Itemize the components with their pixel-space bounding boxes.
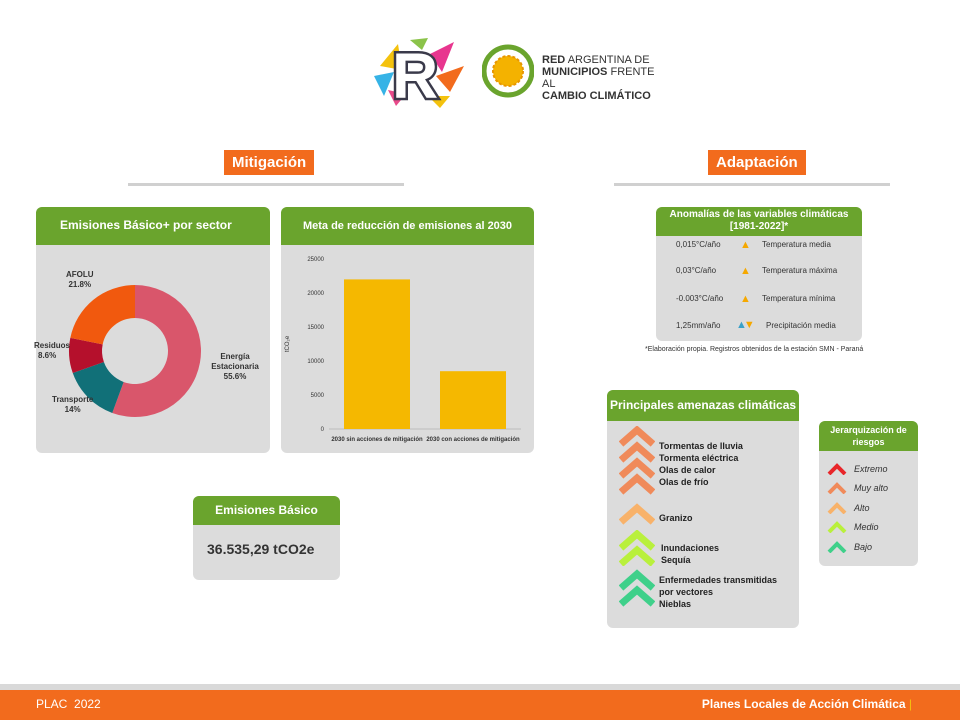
donut-label-residuos: Residuos 8.6% [34, 341, 71, 360]
org-name: RED ARGENTINA DE MUNICIPIOS FRENTE AL CA… [542, 54, 670, 102]
header-logos: R RED ARGENTINA DE MUNICIPIOS FRENTE AL … [370, 36, 670, 108]
bar-y-tick-label: 5000 [311, 393, 325, 399]
risk-chevron-icon [827, 482, 847, 495]
anomalias-row: 1,25mm/año ▲▼ Precipitación media [676, 319, 836, 331]
footer: PLAC 2022 Planes Locales de Acción Climá… [0, 690, 960, 720]
bar-1 [344, 279, 410, 429]
bar-category-label: 2030 sin acciones de mitigación [331, 437, 423, 443]
jerarquia-level-alto: Alto [827, 498, 888, 518]
risk-chevron-icon [827, 462, 847, 475]
section-title-adaptacion: Adaptación [708, 150, 806, 175]
org-name-line2: FRENTE AL [542, 66, 655, 90]
jerarquia-level-bajo: Bajo [827, 537, 888, 557]
bar-2 [440, 371, 506, 429]
amenazas-group-bajo: Enfermedades transmitidas por vectores N… [659, 575, 778, 609]
bar-y-tick-label: 10000 [307, 359, 324, 365]
temperature-up-icon: ▲ [740, 293, 751, 305]
emisiones-basico-card: Emisiones Básico 36.535,29 tCO2e [193, 496, 340, 580]
amenazas-title: Principales amenazas climáticas [607, 390, 799, 421]
risk-medio-icon [619, 530, 655, 566]
temperature-up-icon: ▲ [740, 265, 751, 277]
jerarquia-title: Jerarquización de riesgos [819, 421, 918, 451]
anomalias-row: 0,015°C/año ▲ Temperatura media [676, 239, 831, 251]
bar-card-title: Meta de reducción de emisiones al 2030 [281, 207, 534, 245]
footer-top-rule [0, 684, 960, 690]
donut-label-afolu: AFOLU 21.8% [66, 270, 94, 289]
risk-bajo-icon [619, 569, 655, 607]
donut-slice-residuos [69, 337, 104, 373]
org-name-line1: ARGENTINA DE [567, 54, 650, 66]
amenazas-group-medio: Inundaciones Sequía [661, 543, 720, 565]
divider-adaptacion [614, 183, 890, 186]
donut-slice-transporte [72, 361, 124, 413]
jerarquia-level-medio: Medio [827, 518, 888, 538]
bar-card: Meta de reducción de emisiones al 2030 0… [281, 207, 534, 453]
temperature-up-icon: ▲ [740, 239, 751, 251]
amenazas-group-alto: Granizo [659, 513, 693, 523]
bar-y-tick-label: 25000 [307, 257, 324, 263]
jerarquia-level-muy-alto: Muy alto [827, 479, 888, 499]
jerarquia-level-label: Alto [854, 502, 870, 513]
org-name-line3: CAMBIO CLIMÁTICO [542, 90, 651, 102]
anomalias-footnote: *Elaboración propia. Registros obtenidos… [645, 346, 864, 353]
bar-y-tick-label: 20000 [307, 291, 324, 297]
divider-mitigacion [128, 183, 404, 186]
donut-slice-afolu [70, 285, 135, 345]
donut-label-energia: Energía Estacionaria 55.6% [211, 352, 259, 381]
org-name-line1-bold: RED [542, 54, 566, 66]
risk-muy-alto-icon [619, 426, 655, 495]
svg-text:R: R [392, 40, 438, 108]
bar-y-axis-label: tCO₂e [285, 335, 291, 352]
jerarquia-level-label: Extremo [854, 463, 888, 474]
emisiones-basico-title: Emisiones Básico [193, 496, 340, 525]
donut-chart [69, 285, 201, 417]
section-title-mitigacion: Mitigación [224, 150, 315, 175]
bar-category-label: 2030 con acciones de mitigación [426, 437, 520, 443]
jerarquia-card: Jerarquización de riesgos Extremo Muy alto… [819, 421, 918, 566]
plac-logo-icon: R [374, 38, 464, 108]
jerarquia-level-extremo: Extremo [827, 459, 888, 479]
amenazas-card: Principales amenazas climáticas Tormenta… [607, 390, 799, 628]
amenazas-group-muy-alto: Tormentas de lluvia Tormenta eléctrica O… [659, 441, 743, 487]
anomalias-row: -0.003°C/año ▲ Temperatura mínima [676, 293, 836, 305]
jerarquia-level-label: Medio [854, 522, 879, 533]
emisiones-basico-value: 36.535,29 tCO2e [207, 541, 315, 557]
jerarquia-level-label: Muy alto [854, 483, 889, 494]
bar-y-tick-label: 0 [321, 427, 325, 433]
anomalias-title: Anomalías de las variables climáticas [19… [656, 207, 862, 236]
anomalias-card: Anomalías de las variables climáticas [19… [656, 207, 862, 341]
risk-chevron-icon [827, 501, 847, 514]
donut-card: Emisiones Básico+ por sector AFOLU 21.8% … [34, 207, 270, 453]
jerarquia-level-label: Bajo [854, 541, 873, 552]
donut-slice-energía-estacionaria [112, 285, 201, 417]
bar-chart: 0 5000 10000 15000 20000 25000 tCO₂e 2030 sin a… [285, 257, 521, 443]
donut-card-title: Emisiones Básico+ por sector [36, 207, 270, 245]
risk-alto-icon [619, 503, 655, 525]
risk-chevron-icon [827, 540, 847, 553]
precipitation-up-down-icon: ▲▼ [736, 319, 755, 331]
jerarquia-list: Extremo Muy alto Alto Medio Bajo [827, 459, 888, 557]
risk-chevron-icon [827, 521, 847, 534]
org-name-line2-bold: MUNICIPIOS [542, 66, 608, 78]
footer-right-text: Planes Locales de Acción Climática | [701, 697, 912, 711]
anomalias-row: 0,03°C/año ▲ Temperatura máxima [676, 265, 838, 277]
red-argentina-logo-icon [482, 44, 534, 98]
bar-y-tick-label: 15000 [307, 325, 324, 331]
donut-label-transporte: Transporte 14% [52, 395, 94, 414]
footer-left-text: PLAC 2022 [36, 697, 101, 711]
